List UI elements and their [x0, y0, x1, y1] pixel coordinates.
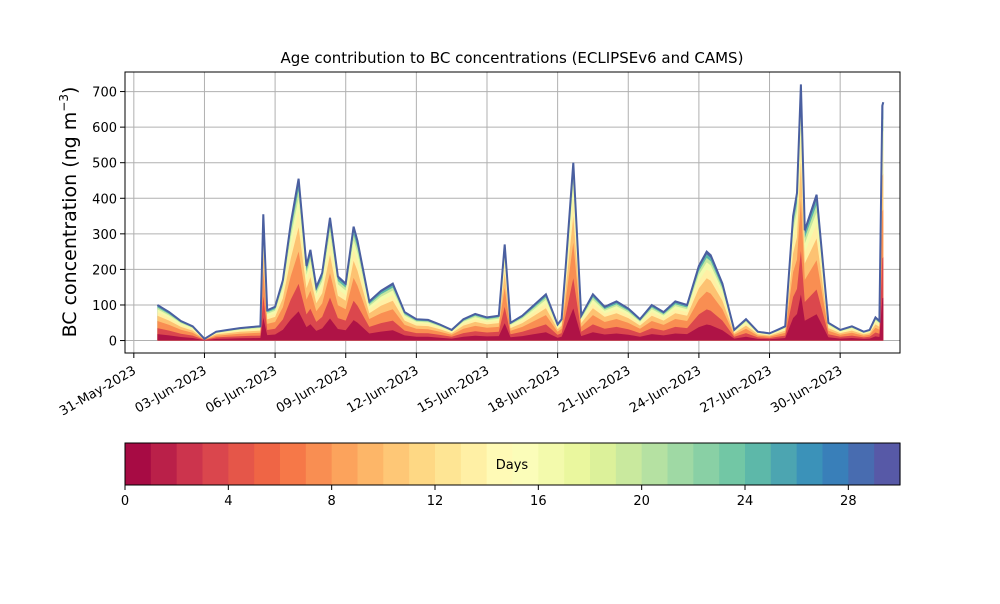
colorbar-bin — [435, 443, 462, 485]
x-tick-label: 03-Jun-2023 — [133, 363, 210, 416]
y-tick-label: 600 — [92, 121, 117, 136]
colorbar-tick-label: 20 — [633, 494, 650, 509]
y-tick-label: 400 — [92, 192, 117, 207]
colorbar-tick-label: 4 — [224, 494, 232, 509]
colorbar-bin — [745, 443, 772, 485]
age-layer-area — [157, 294, 884, 341]
y-axis-label-main: BC concentration (ng m — [59, 112, 81, 338]
colorbar-label: Days — [496, 458, 529, 473]
y-axis-label-close: ) — [59, 87, 81, 94]
age-layer-area — [157, 199, 884, 341]
colorbar-bin — [305, 443, 333, 485]
colorbar-tick-label: 24 — [737, 494, 754, 509]
x-tick-label: 09-Jun-2023 — [274, 363, 351, 416]
colorbar-bin — [641, 443, 669, 485]
colorbar-bin — [796, 443, 824, 485]
y-tick-label: 0 — [109, 335, 117, 350]
colorbar-bin — [331, 443, 359, 485]
y-tick-label: 700 — [92, 86, 117, 101]
colorbar-tick-label: 8 — [328, 494, 336, 509]
age-colorbar: 0 4 8 12 16 20 24 28 — [121, 442, 901, 509]
colorbar-bin — [848, 443, 875, 485]
colorbar-bin — [280, 443, 307, 485]
colorbar-bin — [590, 443, 617, 485]
y-tick-label: 300 — [92, 228, 117, 243]
colorbar-bin — [667, 443, 694, 485]
total-bc-line — [156, 84, 885, 341]
plot-frame — [124, 71, 901, 354]
colorbar-bin — [228, 443, 255, 485]
x-tick-label: 18-Jun-2023 — [486, 363, 563, 416]
colorbar-tick-label: 28 — [840, 494, 857, 509]
age-layer-area — [157, 161, 884, 341]
colorbar-bin — [409, 443, 436, 485]
colorbar-tick-label: 12 — [427, 494, 444, 509]
colorbar-bin — [176, 443, 204, 485]
x-tick-label: 24-Jun-2023 — [627, 363, 704, 416]
colorbar-bin — [460, 443, 488, 485]
x-tick-label: 31-May-2023 — [57, 363, 139, 419]
y-tick-label: 100 — [92, 299, 117, 314]
colorbar-bin — [822, 443, 849, 485]
y-axis: 0 100 200 300 400 500 600 700 — [92, 86, 125, 350]
colorbar-bin — [254, 443, 281, 485]
colorbar-bin — [357, 443, 384, 485]
x-tick-label: 30-Jun-2023 — [768, 363, 845, 416]
x-tick-label: 15-Jun-2023 — [415, 363, 492, 416]
colorbar-bin — [202, 443, 229, 485]
colorbar-bin — [150, 443, 178, 485]
colorbar-frame — [124, 442, 901, 486]
chart-title: Age contribution to BC concentrations (E… — [281, 49, 744, 67]
x-tick-label: 12-Jun-2023 — [345, 363, 422, 416]
y-tick-label: 200 — [92, 263, 117, 278]
y-axis-label-sup: −3 — [57, 94, 71, 112]
colorbar-tick-label: 16 — [530, 494, 547, 509]
colorbar-bin — [615, 443, 643, 485]
colorbar-bin — [383, 443, 410, 485]
colorbar-bin — [770, 443, 798, 485]
colorbar-bin — [719, 443, 746, 485]
colorbar-bin — [538, 443, 565, 485]
colorbar-tick-label: 0 — [121, 494, 129, 509]
colorbar-bin — [486, 443, 514, 485]
colorbar-bin — [512, 443, 539, 485]
age-layer-area — [157, 250, 884, 341]
x-tick-label: 21-Jun-2023 — [556, 363, 633, 416]
colorbar-bin — [874, 443, 901, 485]
x-axis: 31-May-202303-Jun-202306-Jun-202309-Jun-… — [57, 353, 845, 419]
colorbar-bin — [564, 443, 591, 485]
colorbar-bin — [693, 443, 720, 485]
age-stacked-areas — [156, 84, 885, 341]
x-tick-label: 06-Jun-2023 — [203, 363, 280, 416]
colorbar-bin — [125, 443, 152, 485]
y-tick-label: 500 — [92, 157, 117, 172]
x-tick-label: 27-Jun-2023 — [698, 363, 775, 416]
y-axis-label: BC concentration (ng m−3) — [57, 87, 81, 338]
grid — [125, 72, 900, 353]
